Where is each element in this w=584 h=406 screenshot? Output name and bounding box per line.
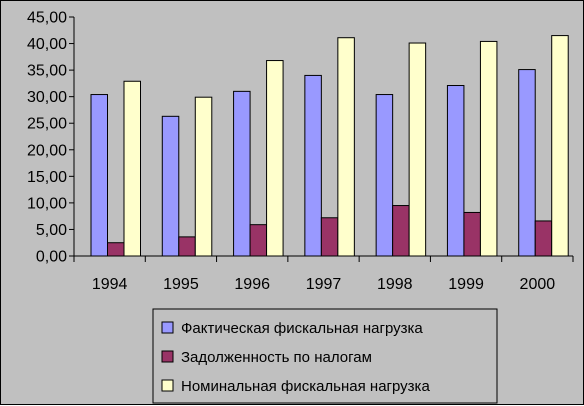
bar-3-1999: [479, 40, 498, 257]
bar-2-1994: [107, 242, 125, 257]
y-tick-label: 5,00: [36, 222, 67, 239]
bar-2-2000: [534, 220, 553, 257]
x-tick-label: 1996: [234, 276, 270, 293]
bar-1-2000: [518, 69, 536, 257]
legend: Фактическая фискальная нагрузка Задолженн…: [152, 308, 498, 404]
bar-2-1995: [178, 236, 196, 257]
legend-swatch: [161, 379, 174, 392]
bar-1-1997: [304, 74, 322, 257]
legend-label: Фактическая фискальная нагрузка: [181, 320, 423, 337]
bar-1-1999: [446, 85, 465, 257]
bar-2-1998: [392, 205, 410, 257]
bar-1-1998: [375, 94, 394, 257]
y-tick-label: 25,00: [27, 116, 67, 133]
bar-2-1999: [463, 211, 481, 257]
bar-1-1996: [233, 90, 251, 257]
y-tick-label: 15,00: [27, 169, 67, 186]
legend-swatch: [161, 321, 174, 334]
legend-box: [152, 308, 498, 404]
y-tick-label: 20,00: [27, 142, 67, 159]
y-tick-label: 0,00: [36, 249, 67, 266]
bar-2-1996: [249, 224, 268, 257]
bar-1-1994: [90, 94, 108, 257]
legend-label: Задолженность по налогам: [181, 349, 372, 366]
bar-3-1998: [408, 42, 427, 257]
x-tick-label: 1997: [306, 276, 342, 293]
x-tick-label: 1998: [377, 276, 413, 293]
bar-1-1995: [161, 115, 180, 257]
bar-3-1995: [194, 96, 213, 257]
y-tick-label: 35,00: [27, 63, 67, 80]
y-tick-label: 10,00: [27, 195, 67, 212]
y-tick-label: 30,00: [27, 89, 67, 106]
legend-label: Номинальная фискальная нагрузка: [181, 378, 430, 395]
bar-3-1994: [123, 80, 141, 257]
bar-2-1997: [320, 217, 339, 257]
x-tick-label: 1999: [448, 276, 484, 293]
legend-swatch: [161, 350, 174, 363]
plot-area: 0,00 5,00 10,00 15,00 20,00 25,00 30,00 35,00 40…: [27, 10, 574, 293]
bar-3-2000: [551, 35, 569, 257]
y-tick-label: 45,00: [27, 10, 67, 27]
y-tick-label: 40,00: [27, 36, 67, 53]
bar-3-1997: [337, 37, 355, 257]
x-tick-label: 2000: [520, 276, 556, 293]
x-tick-label: 1994: [92, 276, 128, 293]
bar-3-1996: [266, 60, 284, 257]
x-tick-label: 1995: [163, 276, 199, 293]
